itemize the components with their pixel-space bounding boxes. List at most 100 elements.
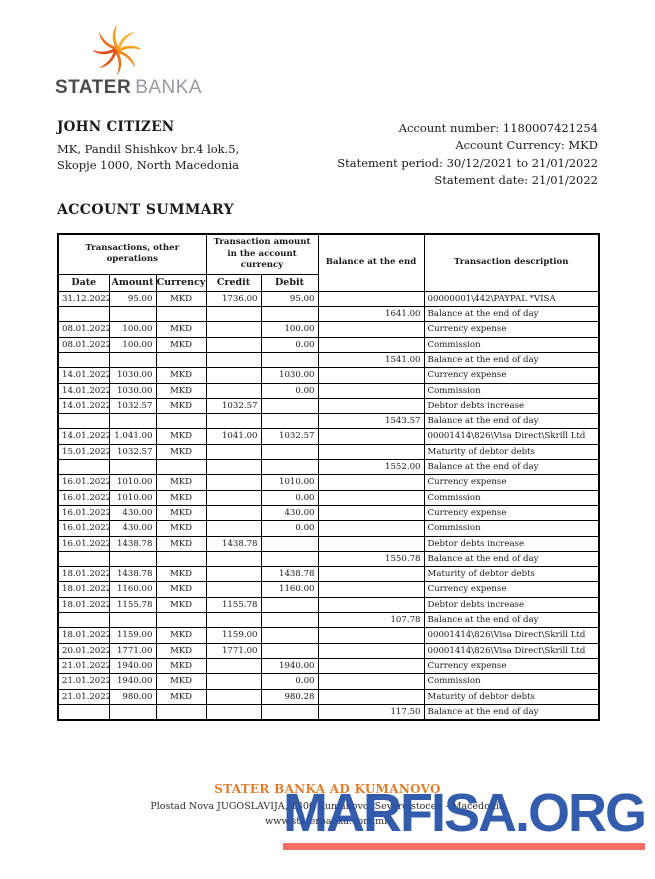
cell-debit: 1032.57 [260, 428, 319, 445]
table-row: 1552.00 Balance at the end of day [57, 459, 600, 476]
cell-date: 18.01.2022 [57, 627, 110, 644]
cell-balance [317, 397, 425, 415]
cell-credit [205, 673, 262, 690]
cell-debit: 430.00 [260, 504, 319, 522]
cell-description: Currency expense [423, 581, 600, 598]
cell-date: 18.01.2022 [57, 596, 110, 614]
cell-debit [260, 351, 319, 369]
cell-amount: 1.041.00 [108, 428, 157, 445]
cell-credit [205, 321, 262, 338]
cell-debit: 1010.00 [260, 474, 319, 491]
statement-info: Account number: 1180007421254 Account Cu… [337, 120, 598, 189]
cell-balance [317, 290, 425, 308]
cell-credit: 1159.00 [205, 627, 262, 644]
account-currency-line: Account Currency: MKD [337, 137, 598, 154]
cell-amount: 100.00 [108, 336, 157, 353]
cell-date: 08.01.2022 [57, 321, 110, 338]
cell-currency [155, 703, 207, 721]
cell-amount [108, 459, 157, 476]
table-row: 08.01.2022 100.00 MKD 0.00 Commission [57, 336, 600, 353]
cell-debit: 0.00 [260, 673, 319, 690]
cell-debit: 0.00 [260, 489, 319, 506]
statement-date-value: 21/01/2022 [531, 172, 598, 187]
cell-currency: MKD [155, 367, 207, 384]
cell-debit: 95.00 [260, 290, 319, 308]
header-debit: Debit [260, 273, 319, 292]
cell-date: 16.01.2022 [57, 474, 110, 491]
table-row: 15.01.2022 1032.57 MKD Maturity of debtor d… [57, 443, 600, 461]
cell-description: 00001414\826\Visa Direct\Skrill Ltd [423, 428, 600, 445]
cell-balance: 117.50 [317, 703, 425, 721]
cell-description: Currency expense [423, 321, 600, 338]
cell-currency: MKD [155, 443, 207, 461]
bank-logo: STATER BANKA [55, 24, 202, 99]
cell-date [57, 306, 110, 323]
cell-debit [260, 397, 319, 415]
cell-balance [317, 336, 425, 353]
cell-amount [108, 703, 157, 721]
cell-balance [317, 642, 425, 659]
cell-date: 14.01.2022 [57, 428, 110, 445]
header-date: Date [57, 273, 110, 292]
cell-date: 20.01.2022 [57, 642, 110, 659]
table-row: 1550.78 Balance at the end of day [57, 550, 600, 568]
header-amount-group: Transaction amount in the account curren… [205, 233, 319, 275]
cell-currency: MKD [155, 688, 207, 705]
cell-currency: MKD [155, 535, 207, 552]
watermark-text: MARFISA.ORG [283, 783, 647, 843]
table-row: 21.01.2022 1940.00 MKD 1940.00 Currency expe… [57, 657, 600, 675]
cell-currency: MKD [155, 642, 207, 659]
account-currency-value: MKD [568, 138, 598, 153]
cell-debit [260, 703, 319, 721]
account-currency-label: Account Currency: [455, 138, 565, 153]
cell-debit [260, 306, 319, 323]
table-row: 16.01.2022 1010.00 MKD 0.00 Commission [57, 489, 600, 506]
cell-credit [205, 688, 262, 705]
cell-amount: 1940.00 [108, 673, 157, 690]
cell-debit: 0.00 [260, 382, 319, 399]
table-row: 18.01.2022 1155.78 MKD 1155.78 Debtor debts … [57, 596, 600, 614]
bank-logo-swirl-icon [93, 24, 141, 76]
footer-bank-address: Plostad Nova JUGOSLAVIJA, 1300 Kumanovo,… [150, 800, 505, 812]
cell-description: Commission [423, 520, 600, 537]
customer-block: JOHN CITIZEN MK, Pandil Shishkov br.4 lo… [57, 118, 239, 174]
cell-amount: 1438.78 [108, 535, 157, 552]
table-row: 08.01.2022 100.00 MKD 100.00 Currency expens… [57, 321, 600, 338]
statement-period-label: Statement period: [337, 155, 443, 170]
cell-debit [260, 459, 319, 476]
cell-debit: 0.00 [260, 520, 319, 537]
cell-amount [108, 550, 157, 568]
header-transactions-group: Transactions, other operations [57, 233, 207, 275]
watermark-underline [283, 843, 645, 850]
cell-date: 21.01.2022 [57, 688, 110, 705]
table-row: 16.01.2022 1010.00 MKD 1010.00 Currency expe… [57, 474, 600, 491]
cell-amount: 1032.57 [108, 443, 157, 461]
cell-credit: 1155.78 [205, 596, 262, 614]
table-row: 1541.00 Balance at the end of day [57, 351, 600, 369]
table-row: 21.01.2022 980.00 MKD 980.28 Maturity of deb… [57, 688, 600, 705]
cell-amount [108, 612, 157, 629]
cell-credit: 1438.78 [205, 535, 262, 552]
cell-balance [317, 489, 425, 506]
table-row: 107.78 Balance at the end of day [57, 612, 600, 629]
cell-date [57, 612, 110, 629]
cell-date: 16.01.2022 [57, 535, 110, 552]
cell-amount: 1159.00 [108, 627, 157, 644]
cell-amount: 430.00 [108, 520, 157, 537]
cell-balance [317, 520, 425, 537]
cell-amount: 100.00 [108, 321, 157, 338]
cell-balance: 107.78 [317, 612, 425, 629]
cell-amount: 1438.78 [108, 566, 157, 583]
cell-amount: 1030.00 [108, 382, 157, 399]
cell-description: Debtor debts increase [423, 596, 600, 614]
cell-description: Currency expense [423, 367, 600, 384]
cell-credit [205, 657, 262, 675]
cell-currency: MKD [155, 321, 207, 338]
cell-amount: 1010.00 [108, 489, 157, 506]
table-row: 18.01.2022 1438.78 MKD 1438.78 Maturity of d… [57, 566, 600, 583]
cell-date: 21.01.2022 [57, 673, 110, 690]
cell-description: Commission [423, 382, 600, 399]
cell-currency [155, 413, 207, 430]
table-row: 20.01.2022 1771.00 MKD 1771.00 00001414\826\… [57, 642, 600, 659]
cell-amount: 430.00 [108, 504, 157, 522]
